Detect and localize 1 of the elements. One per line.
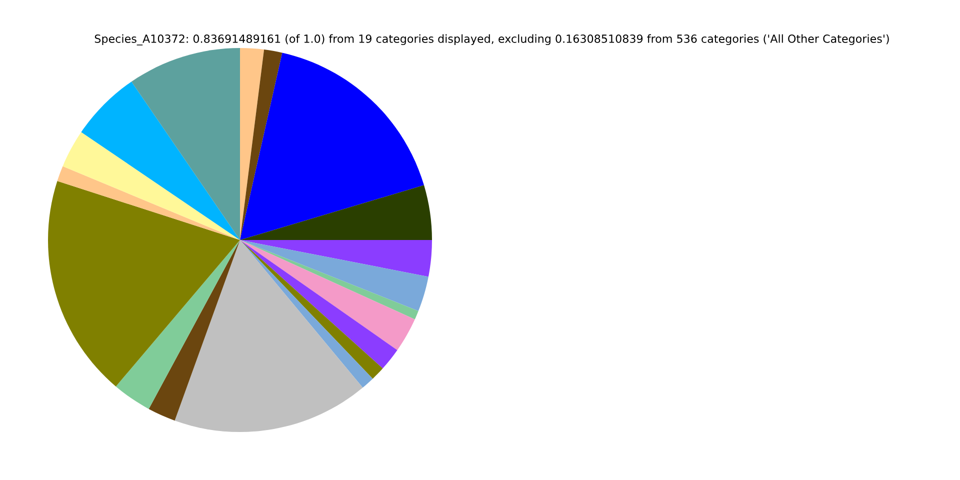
text: Species_A10372: 0.83691489161 (of 1.0) from 19 categories displayed, excluding 0.16308510839 from 536 categories ('All Other Categories') [94, 34, 889, 46]
